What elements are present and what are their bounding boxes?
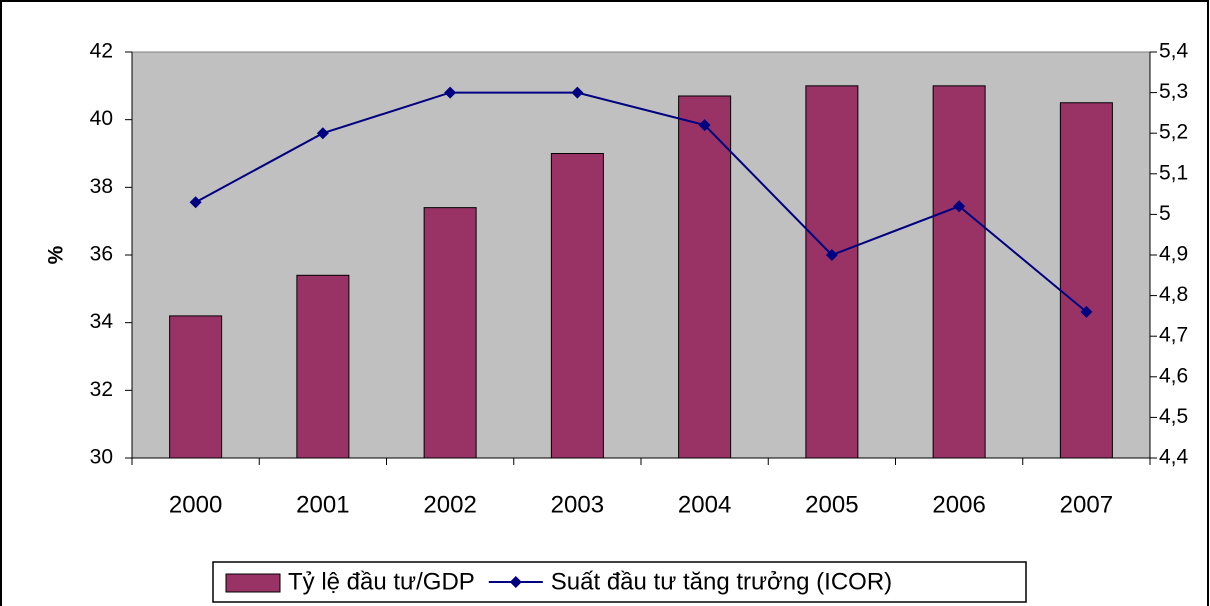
legend-box (212, 561, 1027, 603)
x-tick-label: 2004 (678, 491, 731, 518)
line-marker (698, 119, 711, 132)
y2-tick-label: 4,7 (1159, 324, 1188, 347)
y2-tick-label: 5,2 (1159, 121, 1188, 144)
line-marker (1080, 305, 1093, 318)
y2-tick-label: 5,4 (1159, 40, 1189, 63)
x-tick-label: 2002 (423, 491, 476, 518)
bar (296, 274, 350, 459)
bar (805, 85, 859, 459)
legend-label: Suất đầu tư tăng trưởng (ICOR) (551, 568, 892, 595)
y-tick-label: 40 (90, 107, 113, 130)
x-tick-label: 2001 (296, 491, 349, 518)
bar (169, 315, 223, 459)
bar (550, 153, 604, 459)
y-tick-label: 38 (90, 175, 113, 198)
y-tick-label: 34 (90, 310, 114, 333)
bar (1059, 102, 1113, 459)
bar (932, 85, 986, 459)
x-tick-label: 2006 (932, 491, 985, 518)
y-tick-label: 36 (90, 243, 113, 266)
legend-marker (509, 576, 522, 588)
y2-tick-label: 4,9 (1159, 243, 1188, 266)
line-marker (189, 196, 202, 209)
y-tick-label: 32 (90, 378, 113, 401)
line (195, 91, 1088, 313)
x-tick-label: 2000 (169, 491, 222, 518)
line-marker (571, 86, 584, 99)
y2-tick-label: 5 (1159, 202, 1171, 225)
y2-tick-label: 5,3 (1159, 80, 1188, 103)
x-tick-label: 2007 (1060, 491, 1113, 518)
y2-tick-label: 4,4 (1159, 446, 1189, 469)
y2-tick-label: 4,8 (1159, 283, 1188, 306)
y-axis-label: % (45, 245, 68, 264)
y2-tick-label: 4,5 (1159, 405, 1188, 428)
line-marker (444, 86, 457, 99)
bar (678, 95, 732, 459)
y2-tick-label: 4,6 (1159, 364, 1188, 387)
line-marker (316, 127, 329, 140)
legend-label: Tỷ lệ đầu tư/GDP (288, 568, 475, 595)
legend-swatch (225, 573, 281, 593)
x-tick-label: 2003 (551, 491, 604, 518)
plot-area (131, 51, 1151, 459)
line-marker (953, 200, 966, 213)
y-tick-label: 30 (90, 446, 113, 469)
line-marker (825, 249, 838, 261)
x-tick-label: 2005 (805, 491, 858, 518)
bar (423, 207, 477, 459)
y-tick-label: 42 (90, 40, 113, 63)
y2-tick-label: 5,1 (1159, 161, 1188, 184)
